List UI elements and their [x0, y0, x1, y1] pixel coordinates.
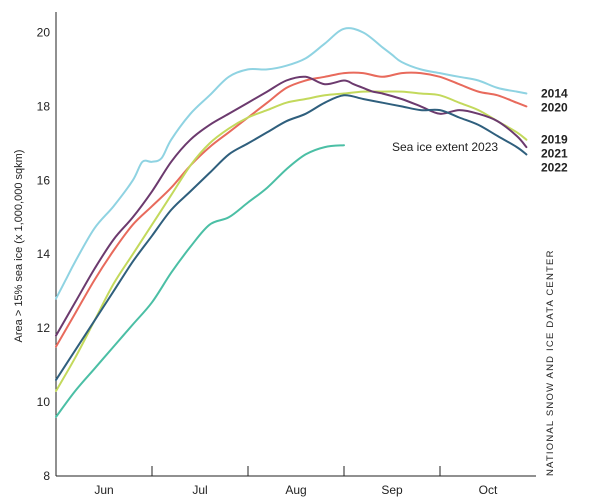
- x-tick-label: Sep: [381, 483, 403, 497]
- y-tick-label: 10: [37, 395, 51, 409]
- series-line-2014: [55, 27, 528, 300]
- series-line-2021: [55, 75, 528, 337]
- source-credit: NATIONAL SNOW AND ICE DATA CENTER: [545, 249, 556, 476]
- series-line-2019: [55, 90, 528, 392]
- x-tick-label: Aug: [285, 483, 306, 497]
- series-line-2023: [55, 144, 345, 418]
- y-tick-label: 18: [37, 99, 51, 113]
- x-tick-label: Jun: [94, 483, 113, 497]
- series-label-2022: 2022: [541, 161, 568, 175]
- series-line-2020: [55, 71, 528, 348]
- axes: 8 10 12 14 16 18 20 Jun Jul Aug Sep Oct: [37, 12, 536, 497]
- y-axis-title: Area > 15% sea ice (x 1,000,000 sqkm): [13, 150, 25, 343]
- series-label-2019: 2019: [541, 133, 568, 147]
- y-tick-label: 8: [43, 469, 50, 483]
- series-lines: [55, 27, 528, 418]
- y-tick-label: 14: [37, 247, 51, 261]
- x-tick-label: Oct: [479, 483, 498, 497]
- y-tick-label: 20: [37, 25, 51, 39]
- series-label-2021: 2021: [541, 147, 568, 161]
- x-tick-label: Jul: [192, 483, 207, 497]
- y-tick-label: 12: [37, 321, 51, 335]
- series-label-2014: 2014: [541, 86, 568, 100]
- series-label-2020: 2020: [541, 100, 568, 114]
- annotation-2023: Sea ice extent 2023: [392, 140, 498, 154]
- series-line-2022: [55, 94, 528, 381]
- y-tick-label: 16: [37, 173, 51, 187]
